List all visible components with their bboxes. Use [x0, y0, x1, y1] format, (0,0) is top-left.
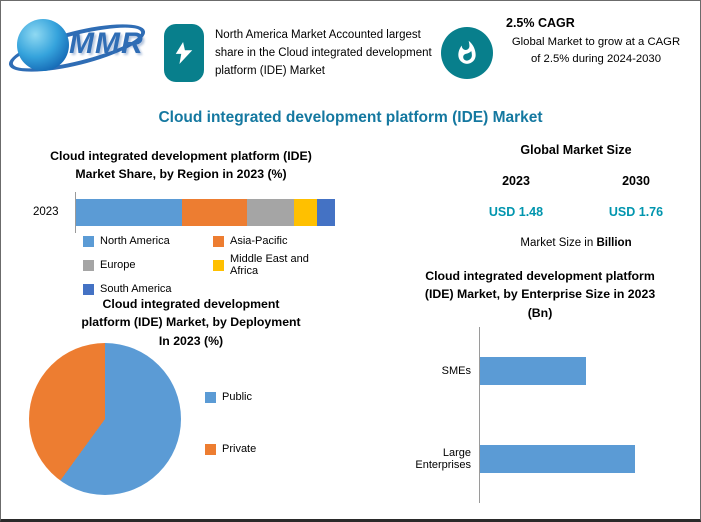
globe-icon: [17, 19, 69, 71]
region-title-line-1: Cloud integrated development platform (I…: [50, 149, 312, 163]
enterprise-title-line-1: Cloud integrated development platform: [425, 269, 655, 283]
legend-swatch-middle-east-and-africa: [213, 259, 224, 271]
bar-segment-north-america: [76, 198, 183, 226]
enterprise-row-smes: SMEs: [391, 327, 691, 415]
bar-large-enterprises: [480, 445, 635, 473]
flame-icon: [458, 40, 476, 64]
legend-item-middle-east-and-africa: Middle East and Africa: [213, 253, 339, 277]
cagr-callout: 2.5% CAGR Global Market to grow at a CAG…: [506, 16, 686, 68]
market-size-values: USD 1.48 USD 1.76: [456, 205, 696, 219]
legend-item-public: Public: [205, 391, 256, 403]
deployment-pie: [29, 343, 181, 495]
flame-badge: [441, 27, 493, 79]
logo-text: MMR: [69, 27, 144, 60]
region-stacked-bar: [76, 198, 335, 226]
legend-swatch-south-america: [83, 283, 94, 295]
bar-segment-south-america: [316, 198, 335, 226]
bar-track-smes: [479, 327, 691, 415]
value-label-2030: USD 1.76: [608, 205, 664, 219]
deployment-title-line-1: Cloud integrated development: [102, 297, 280, 311]
deployment-title-line-3: In 2023 (%): [158, 333, 224, 348]
bar-smes: [480, 357, 586, 385]
page-title: Cloud integrated development platform (I…: [158, 109, 543, 126]
bar-segment-asia-pacific: [182, 198, 247, 226]
deployment-legend: Public Private: [205, 391, 256, 455]
legend-label-asia-pacific: Asia-Pacific: [230, 235, 288, 247]
cagr-text: Global Market to grow at a CAGR of 2.5% …: [511, 36, 681, 65]
legend-label-north-america: North America: [100, 235, 170, 247]
region-plot-area: [75, 191, 335, 233]
region-chart-title: Cloud integrated development platform (I…: [26, 147, 336, 184]
legend-swatch-europe: [83, 259, 94, 271]
year-label-2023: 2023: [502, 174, 530, 188]
lightning-icon: [175, 42, 193, 64]
deployment-title-line-2: platform (IDE) Market, by Deployment: [81, 315, 301, 330]
note-unit: Billion: [596, 237, 632, 249]
legend-item-asia-pacific: Asia-Pacific: [213, 235, 339, 247]
bar-segment-middle-east-and-africa: [293, 198, 317, 226]
note-prefix: Market Size in: [520, 237, 597, 249]
legend-item-north-america: North America: [83, 235, 203, 247]
legend-item-private: Private: [205, 443, 256, 455]
enterprise-row-large-enterprises: Large Enterprises: [391, 415, 691, 503]
legend-label-private: Private: [222, 443, 257, 455]
legend-item-europe: Europe: [83, 253, 203, 277]
region-title-line-2: Market Share, by Region in 2023 (%): [75, 167, 287, 182]
value-label-2023: USD 1.48: [488, 205, 544, 219]
region-category-label: 2023: [33, 206, 59, 218]
market-size-title: Global Market Size: [520, 143, 632, 157]
enterprise-chart-title: Cloud integrated development platform (I…: [389, 267, 691, 322]
region-legend: North America Asia-Pacific Europe Middle Ea…: [83, 235, 339, 295]
deployment-chart-title: Cloud integrated development platform (I…: [51, 295, 331, 350]
year-label-2030: 2030: [622, 174, 650, 188]
category-label-smes: SMEs: [441, 365, 471, 377]
category-label-large-enterprises: Large Enterprises: [415, 447, 471, 471]
bar-track-large-enterprises: [479, 415, 691, 503]
legend-item-south-america: South America: [83, 283, 203, 295]
enterprise-title-line-2: (IDE) Market, by Enterprise Size in 2023: [424, 287, 656, 302]
legend-label-middle-east-and-africa: Middle East and Africa: [230, 253, 309, 277]
legend-label-south-america: South America: [100, 283, 172, 295]
market-size-years: 2023 2030: [456, 174, 696, 188]
legend-swatch-north-america: [83, 235, 94, 247]
legend-label-public: Public: [222, 391, 252, 403]
cagr-title: 2.5% CAGR: [506, 16, 575, 30]
region-chart: 2023: [29, 191, 335, 233]
enterprise-title-line-3: (Bn): [527, 305, 553, 320]
legend-swatch-public: [205, 391, 216, 403]
lightning-badge: [164, 24, 204, 82]
mmr-logo: MMR: [4, 7, 163, 87]
share-callout-text: North America Market Accounted largest s…: [215, 29, 432, 77]
legend-swatch-asia-pacific: [213, 235, 224, 247]
bar-segment-europe: [246, 198, 294, 226]
legend-label-europe: Europe: [100, 259, 136, 271]
market-size-note: Market Size in Billion: [456, 237, 696, 249]
enterprise-rows: SMEs Large Enterprises: [391, 327, 691, 503]
legend-swatch-private: [205, 443, 216, 455]
